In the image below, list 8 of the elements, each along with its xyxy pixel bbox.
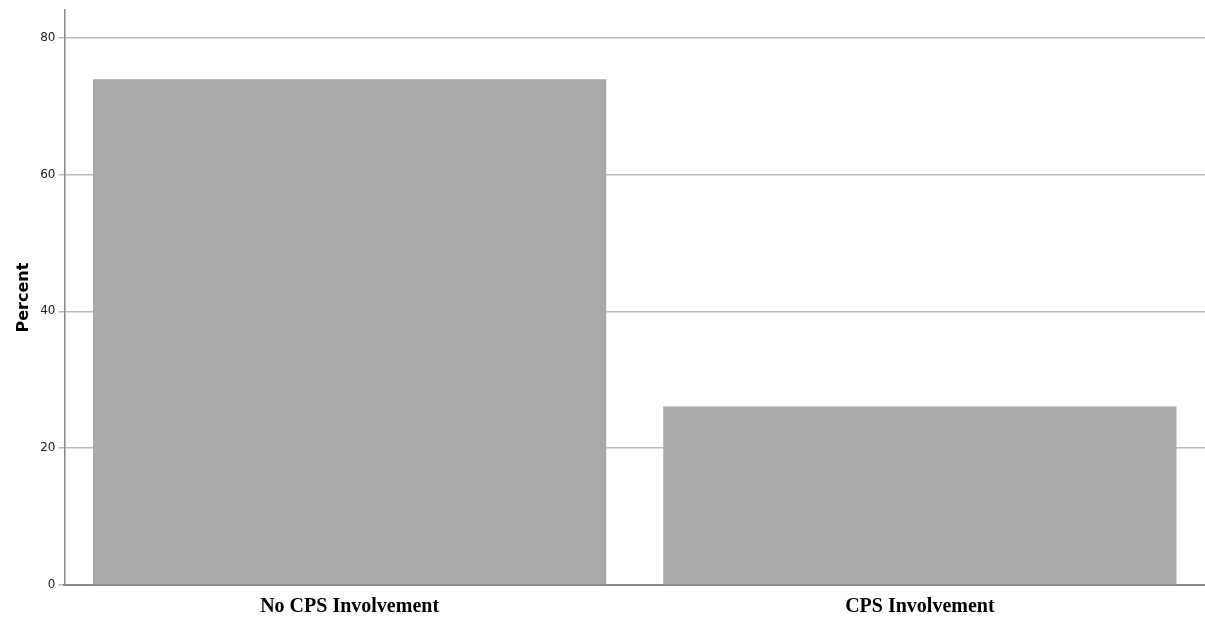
y-tick-label: 20 <box>40 440 56 455</box>
x-tick-label: CPS Involvement <box>845 594 995 617</box>
y-tick-label: 40 <box>40 303 56 318</box>
x-tick-label: No CPS Involvement <box>260 594 440 617</box>
y-axis-title: Percent <box>12 262 32 333</box>
y-tick-label: 80 <box>40 29 56 44</box>
y-tick-label: 60 <box>40 166 56 181</box>
y-tick-label: 0 <box>47 577 56 592</box>
